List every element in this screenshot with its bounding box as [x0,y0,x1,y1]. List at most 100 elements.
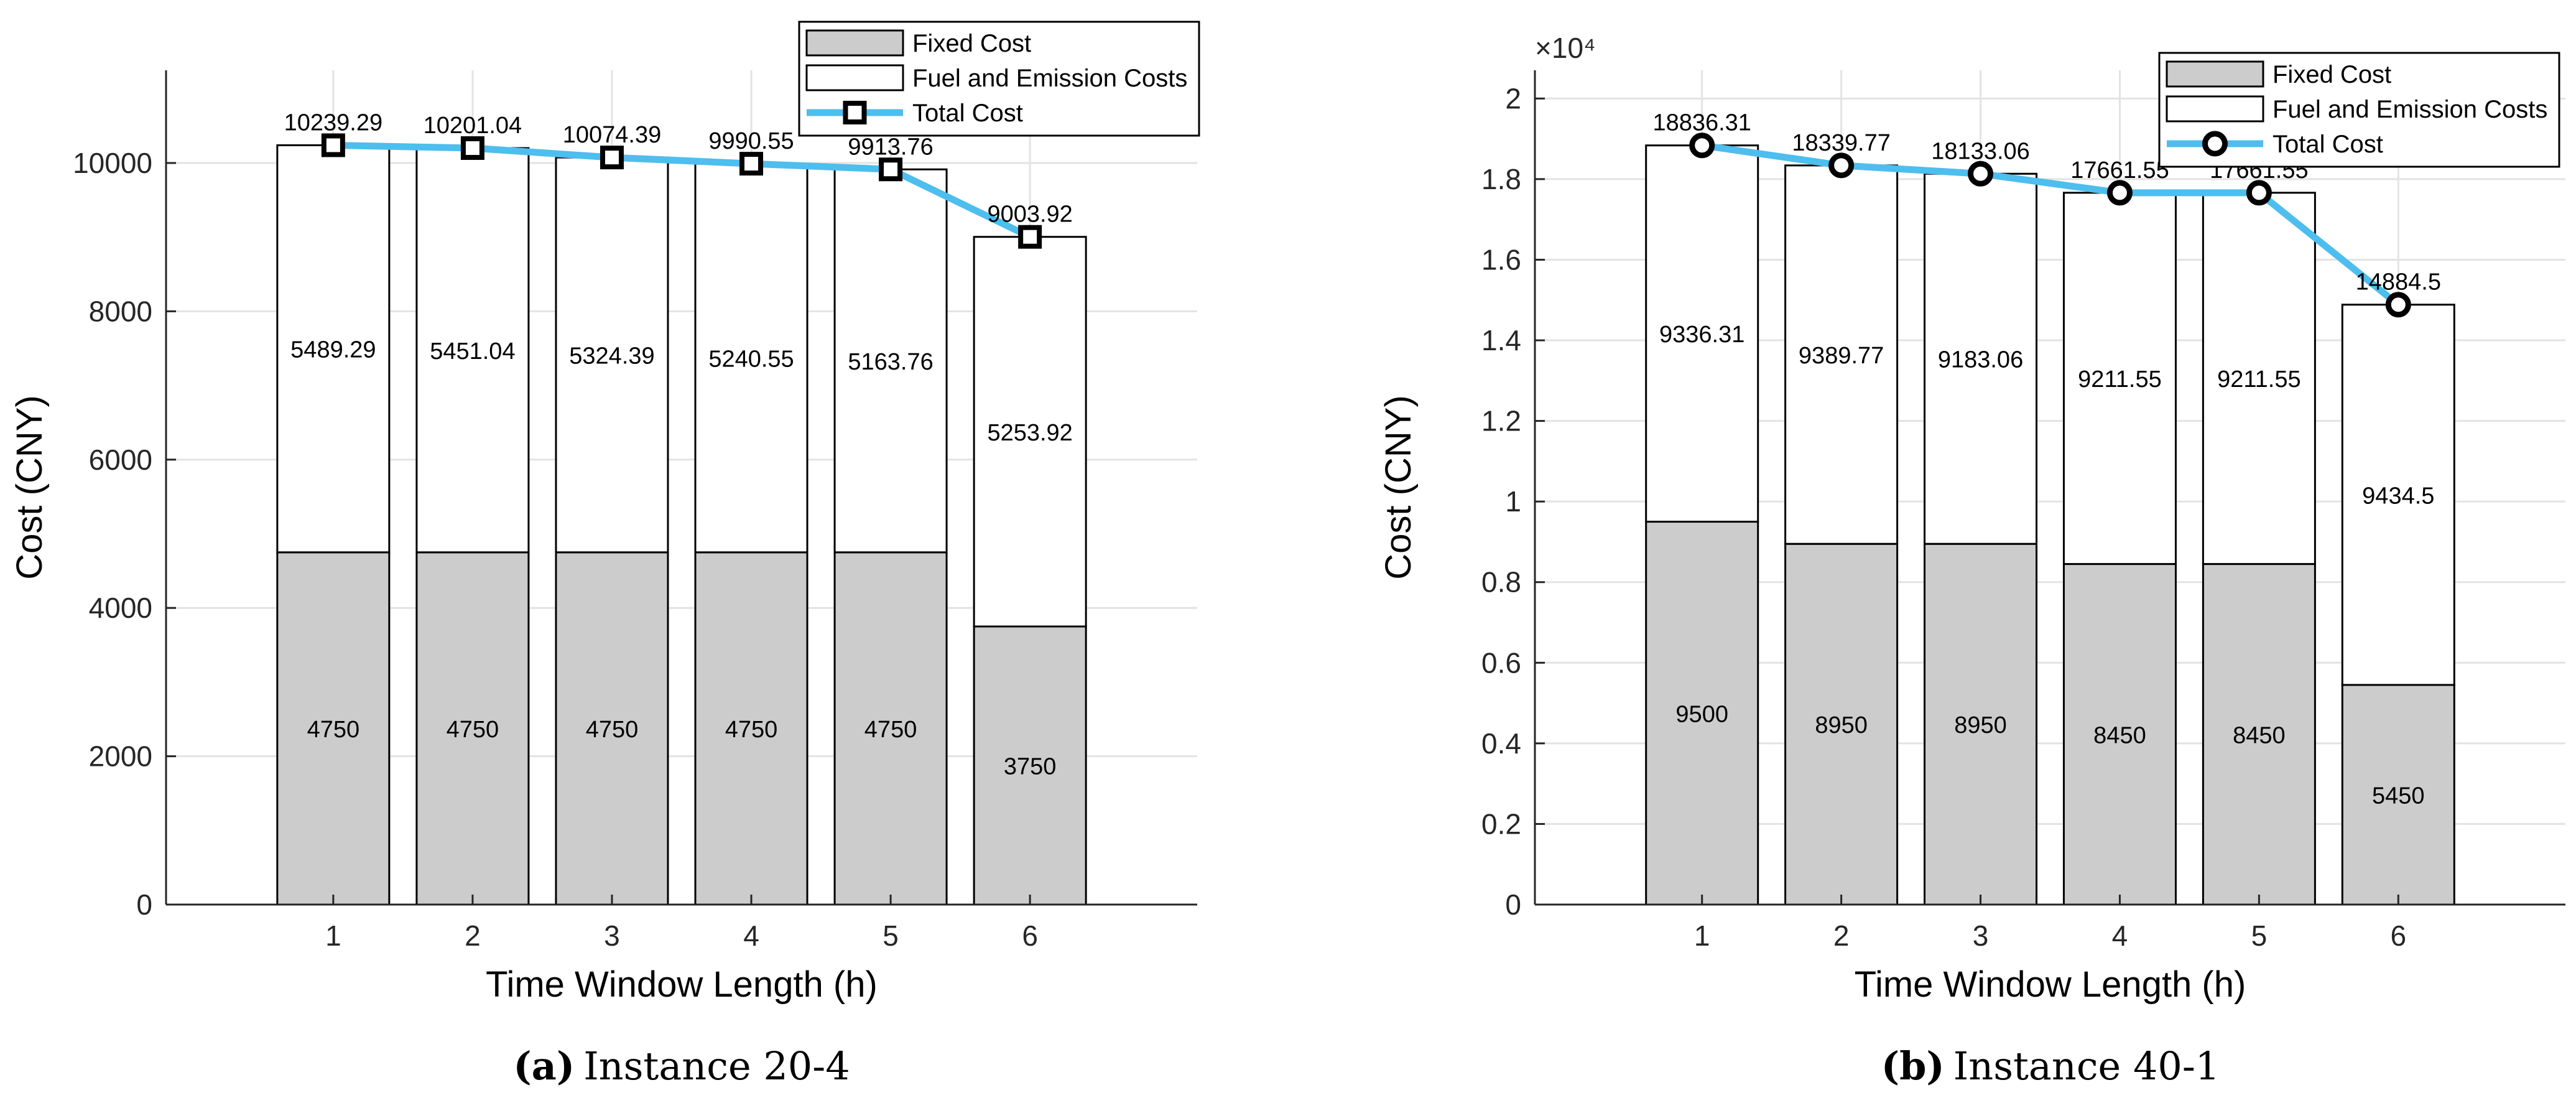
total-cost-marker [1968,161,1994,187]
fuel-emission-cost-data-label: 5451.04 [430,338,515,365]
y-tick-label: 1.4 [1481,324,1521,356]
legend-fixed-cost-swatch [805,29,904,57]
fixed-cost-data-label: 8950 [1954,712,2007,738]
legend-entry-label: Fuel and Emission Costs [2273,96,2547,123]
total-cost-line [333,141,1032,240]
fixed-cost-data-label: 3750 [1004,754,1057,780]
y-tick-label: 0 [1505,888,1521,921]
y-tick-label: 2 [1505,82,1521,114]
total-cost-data-label: 18133.06 [1931,138,2030,164]
x-tick-label: 2 [1833,919,1850,952]
fixed-cost-data-label: 9500 [1675,701,1728,727]
total-cost-data-label: 18339.77 [1792,130,1891,156]
legend-total-cost-marker [2202,131,2228,157]
total-cost-data-label: 9913.76 [848,134,933,160]
axes: 0 0.2 0.4 0.6 0.8 1 1.2 1.4 1.6 1.8 2 1 2 3 4 5 6 Time Wi… [1378,32,2565,1005]
legend-fuel-emission-swatch [805,64,904,91]
legend-entry-label: Fuel and Emission Costs [912,65,1187,92]
total-cost-data-label: 10239.29 [284,109,383,136]
total-cost-data-label: 10201.04 [424,113,522,139]
chart-b: 9500 9336.31 8950 9389.77 8950 9183.06 8450 921… [1378,32,2565,1089]
fuel-emission-cost-data-label: 5240.55 [708,346,794,372]
fixed-cost-bar [1784,542,1899,906]
x-tick-label: 5 [2251,919,2268,952]
x-tick-label: 4 [2112,919,2128,952]
fuel-emission-cost-data-label: 9211.55 [2217,366,2301,393]
fixed-cost-data-label: 8950 [1815,712,1868,738]
y-tick-label: 0.6 [1481,646,1521,679]
total-cost-marker [2246,180,2272,206]
fixed-cost-bar [1645,521,1759,906]
fuel-emission-cost-data-label: 5163.76 [848,349,933,375]
y-tick-label: 6000 [89,444,152,476]
fuel-emission-cost-bar [555,156,669,554]
fixed-cost-data-label: 4750 [307,717,360,743]
fuel-emission-cost-bar [2202,192,2316,566]
total-cost-marker [321,133,345,157]
fuel-emission-cost-data-label: 9211.55 [2078,366,2162,393]
x-tick-label: 3 [1973,919,1989,952]
fixed-cost-data-label: 4750 [725,717,778,743]
y-tick-label: 4000 [89,592,152,624]
total-cost-marker [1018,225,1042,249]
y-axis-exponent-label: ×10⁴ [1535,32,1596,64]
y-axis-label: Cost (CNY) [9,395,50,579]
x-tick-label: 1 [1694,919,1710,952]
total-cost-data-label: 9003.92 [987,202,1072,228]
y-tick-label: 1.2 [1481,405,1521,437]
y-tick-label: 0.8 [1481,566,1521,598]
total-cost-marker [1689,133,1715,159]
x-tick-label: 6 [1022,919,1038,952]
caption-label: (a) [513,1043,575,1089]
total-cost-series: 10239.29 10201.04 10074.39 9990.55 9913.76 90… [284,109,1073,249]
chart-a: 4750 5489.29 4750 5451.04 4750 5324.39 4750 524… [9,21,1200,1089]
legend-entry-label: Total Cost [912,100,1023,127]
total-cost-marker [600,146,624,170]
fuel-emission-cost-data-label: 9336.31 [1659,322,1744,348]
legend-total-cost-marker [843,101,867,124]
subfigure-caption: (b) Instance 40-1 [1881,1043,2220,1089]
fixed-cost-data-label: 8450 [2093,722,2146,748]
total-cost-data-label: 18836.31 [1652,110,1751,136]
fixed-cost-bar [2341,684,2455,906]
fuel-emission-cost-bar [1784,164,1899,545]
legend-entry-label: Fixed Cost [912,30,1031,57]
caption-label: (b) [1881,1043,1945,1089]
fuel-emission-cost-data-label: 5489.29 [290,337,376,363]
fixed-cost-data-label: 8450 [2233,722,2286,748]
total-cost-marker [2385,292,2411,318]
fuel-emission-cost-data-label: 9389.77 [1799,343,1884,369]
x-tick-label: 6 [2391,919,2407,952]
fixed-cost-bar [694,551,808,906]
fixed-cost-data-label: 5450 [2372,783,2425,809]
total-cost-marker [2106,180,2133,206]
fuel-emission-cost-bar [973,236,1087,628]
fuel-emission-cost-bar [1645,144,1759,523]
fuel-emission-cost-data-label: 5324.39 [569,343,654,369]
bars: 9500 9336.31 8950 9389.77 8950 9183.06 8450 921… [1645,144,2455,906]
legend-entry-label: Total Cost [2273,131,2383,158]
fuel-emission-cost-bar [833,168,948,554]
total-cost-line [1701,142,2401,308]
y-tick-label: 1.8 [1481,163,1521,195]
fixed-cost-data-label: 4750 [586,717,639,743]
fixed-cost-data-label: 4750 [864,717,917,743]
bars: 4750 5489.29 4750 5451.04 4750 5324.39 4750 524… [276,144,1087,906]
legend-fixed-cost-swatch [2166,60,2264,88]
y-axis-label: Cost (CNY) [1378,395,1419,579]
subfigure-caption: (a) Instance 20-4 [513,1043,850,1089]
x-axis-label: Time Window Length (h) [1855,964,2246,1005]
legend-entry-label: Fixed Cost [2273,61,2391,88]
fuel-emission-cost-bar [2062,192,2177,566]
x-tick-label: 4 [743,919,759,952]
total-cost-data-label: 9990.55 [708,128,794,154]
total-cost-marker [1828,152,1855,179]
fixed-cost-bar [973,625,1087,906]
y-tick-label: 2000 [89,740,152,773]
fixed-cost-bar [276,551,391,906]
fuel-emission-cost-bar [2341,304,2455,686]
fixed-cost-data-label: 4750 [447,717,499,743]
legend: Fixed Cost Fuel and Emission Costs Total C… [798,21,1200,137]
total-cost-marker [460,136,484,161]
total-cost-marker [739,152,764,176]
